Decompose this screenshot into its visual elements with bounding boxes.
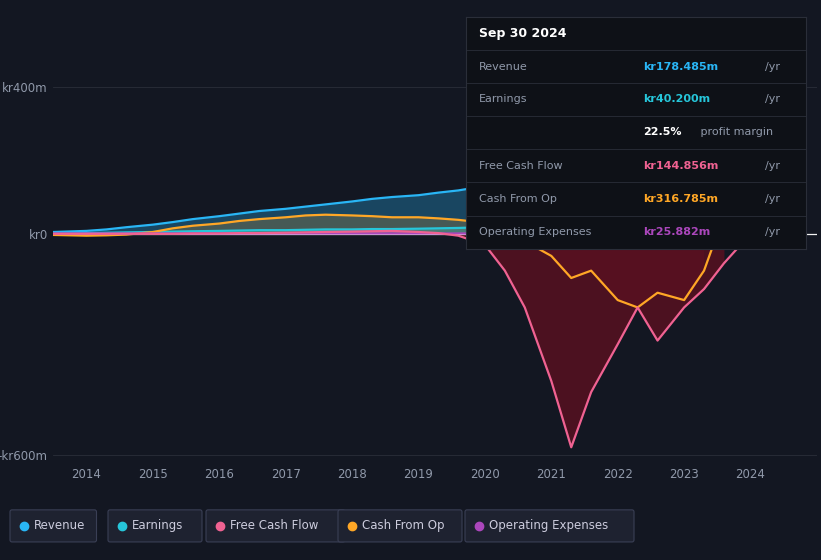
Text: kr178.485m: kr178.485m bbox=[643, 62, 718, 72]
Text: kr40.200m: kr40.200m bbox=[643, 94, 710, 104]
Text: Free Cash Flow: Free Cash Flow bbox=[479, 161, 562, 171]
Text: Cash From Op: Cash From Op bbox=[362, 519, 444, 533]
Text: 22.5%: 22.5% bbox=[643, 128, 681, 137]
Text: /yr: /yr bbox=[765, 94, 780, 104]
Text: /yr: /yr bbox=[765, 161, 780, 171]
Text: Cash From Op: Cash From Op bbox=[479, 194, 557, 204]
Text: /yr: /yr bbox=[765, 194, 780, 204]
Text: kr316.785m: kr316.785m bbox=[643, 194, 718, 204]
FancyBboxPatch shape bbox=[206, 510, 345, 542]
Text: profit margin: profit margin bbox=[697, 128, 773, 137]
Text: kr25.882m: kr25.882m bbox=[643, 227, 710, 237]
Text: kr144.856m: kr144.856m bbox=[643, 161, 718, 171]
FancyBboxPatch shape bbox=[465, 510, 634, 542]
Text: /yr: /yr bbox=[765, 62, 780, 72]
Text: /yr: /yr bbox=[765, 227, 780, 237]
FancyBboxPatch shape bbox=[108, 510, 202, 542]
Text: Revenue: Revenue bbox=[34, 519, 85, 533]
Text: Free Cash Flow: Free Cash Flow bbox=[230, 519, 319, 533]
Text: Operating Expenses: Operating Expenses bbox=[489, 519, 608, 533]
FancyBboxPatch shape bbox=[10, 510, 97, 542]
Text: Earnings: Earnings bbox=[479, 94, 528, 104]
Text: Sep 30 2024: Sep 30 2024 bbox=[479, 27, 566, 40]
Text: Operating Expenses: Operating Expenses bbox=[479, 227, 591, 237]
Text: Earnings: Earnings bbox=[132, 519, 183, 533]
FancyBboxPatch shape bbox=[338, 510, 462, 542]
Text: Revenue: Revenue bbox=[479, 62, 528, 72]
